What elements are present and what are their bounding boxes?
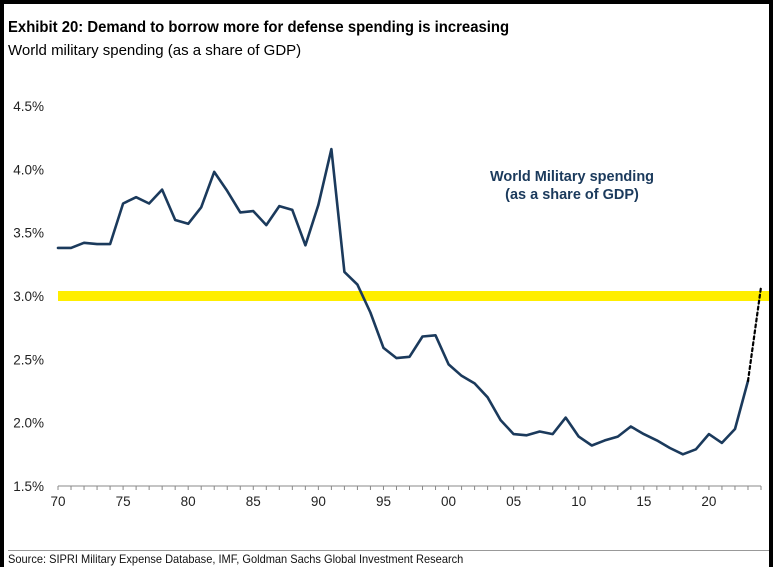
chart-title: Exhibit 20: Demand to borrow more for de… xyxy=(8,19,510,36)
y-tick-label: 2.5% xyxy=(13,352,44,367)
y-tick-label: 1.5% xyxy=(13,479,44,494)
chart-frame: Exhibit 20: Demand to borrow more for de… xyxy=(4,4,769,567)
y-tick-label: 4.0% xyxy=(13,162,44,177)
x-tick-label: 80 xyxy=(181,494,196,509)
annotation-line-2: (as a share of GDP) xyxy=(505,187,639,203)
highlight-band-3pct xyxy=(58,291,769,301)
x-tick-label: 85 xyxy=(246,494,261,509)
x-tick-label: 20 xyxy=(701,494,716,509)
y-tick-label: 4.5% xyxy=(13,99,44,114)
x-tick-label: 00 xyxy=(441,494,456,509)
source-divider xyxy=(8,550,769,551)
x-tick-label: 70 xyxy=(50,494,65,509)
projection-line xyxy=(746,286,763,382)
x-tick-label: 05 xyxy=(506,494,521,509)
x-tick-label: 90 xyxy=(311,494,326,509)
series-layer xyxy=(56,147,763,456)
chart-subtitle: World military spending (as a share of G… xyxy=(8,42,302,59)
x-tick-label: 75 xyxy=(116,494,131,509)
x-tick-label: 10 xyxy=(571,494,586,509)
y-axis: 1.5% 2.0% 2.5% 3.0% 3.5% 4.0% 4.5% xyxy=(13,99,44,494)
y-tick-label: 3.0% xyxy=(13,289,44,304)
x-axis: 70 75 80 85 90 95 00 05 10 15 20 xyxy=(50,486,762,509)
line-chart: 1.5% 2.0% 2.5% 3.0% 3.5% 4.0% 4.5% 70 75 80 85 90 9… xyxy=(13,99,769,509)
x-tick-label: 15 xyxy=(636,494,651,509)
x-tick-label: 95 xyxy=(376,494,391,509)
y-tick-label: 2.0% xyxy=(13,416,44,431)
source-note: Source: SIPRI Military Expense Database,… xyxy=(8,552,464,566)
series-line-world-military-spending xyxy=(56,147,750,456)
y-tick-label: 3.5% xyxy=(13,226,44,241)
annotation-line-1: World Military spending xyxy=(490,169,654,185)
